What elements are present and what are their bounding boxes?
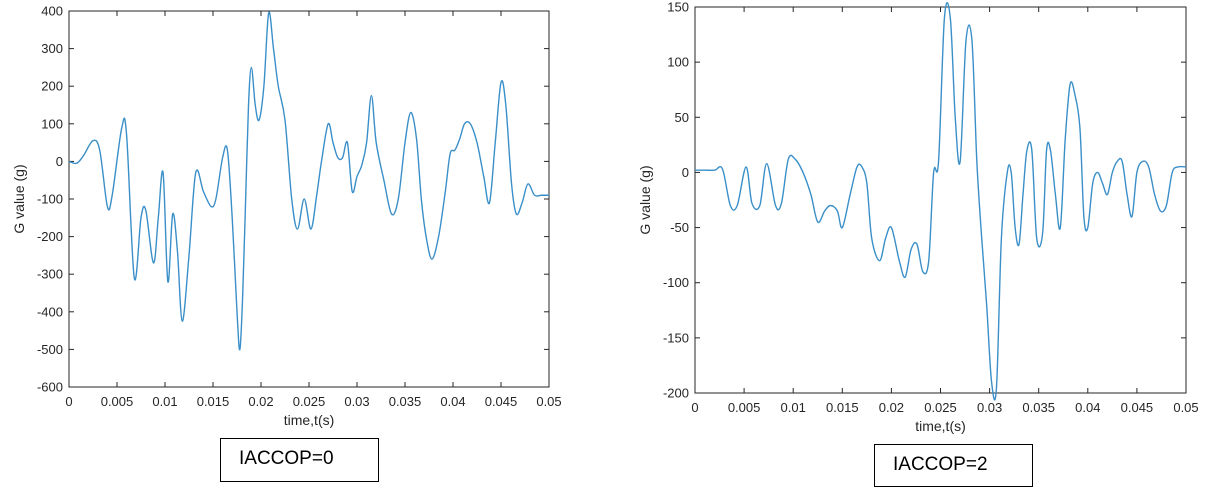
y-tick-label: -50 bbox=[670, 220, 689, 235]
x-tick-label: 0.01 bbox=[152, 394, 177, 409]
x-tick-label: 0.025 bbox=[293, 394, 326, 409]
y-axis-label: G value (g) bbox=[637, 165, 653, 234]
series-line bbox=[68, 11, 549, 351]
x-tick-label: 0.02 bbox=[248, 394, 273, 409]
y-axis-label: G value (g) bbox=[11, 164, 27, 233]
x-tick-labels: 0 0.005 0.01 0.015 0.02 0.025 0.03 0.035 0.04 0.0… bbox=[691, 400, 1198, 415]
y-tick-label: -500 bbox=[37, 342, 63, 357]
y-tick-label: -200 bbox=[663, 386, 689, 401]
y-tick-label: -100 bbox=[37, 192, 63, 207]
y-tick-labels: -600 -500 -400 -300 -200 -100 0 100 200 300 400 bbox=[37, 4, 63, 395]
x-tick-label: 0.01 bbox=[781, 400, 806, 415]
tick-marks bbox=[68, 10, 550, 388]
y-tick-label: -400 bbox=[37, 304, 63, 319]
y-tick-label: 400 bbox=[41, 4, 63, 19]
x-tick-label: 0.05 bbox=[536, 394, 561, 409]
x-tick-label: 0.04 bbox=[1075, 400, 1100, 415]
x-tick-label: 0.005 bbox=[728, 400, 761, 415]
x-tick-label: 0.045 bbox=[1121, 400, 1154, 415]
x-tick-label: 0.03 bbox=[344, 394, 369, 409]
x-tick-label: 0.025 bbox=[924, 400, 957, 415]
y-tick-label: 0 bbox=[56, 154, 63, 169]
x-tick-labels: 0 0.005 0.01 0.015 0.02 0.025 0.03 0.035 0.04 0.0… bbox=[65, 394, 561, 409]
tick-marks bbox=[694, 6, 1187, 394]
y-tick-label: 100 bbox=[41, 116, 63, 131]
x-tick-label: 0.02 bbox=[879, 400, 904, 415]
x-tick-label: 0.015 bbox=[197, 394, 230, 409]
y-tick-label: 200 bbox=[41, 79, 63, 94]
x-tick-label: 0.045 bbox=[485, 394, 518, 409]
chart-iaccop-2: -200 -150 -100 -50 0 50 100 150 0 0.005 0.01 0.015… bbox=[637, 0, 1199, 434]
y-tick-label: 150 bbox=[667, 0, 689, 15]
y-tick-label: 300 bbox=[41, 41, 63, 56]
y-tick-labels: -200 -150 -100 -50 0 50 100 150 bbox=[663, 0, 689, 401]
caption-iaccop-2: IACCOP=2 bbox=[874, 444, 1033, 487]
series-line bbox=[695, 2, 1187, 401]
x-tick-label: 0.035 bbox=[389, 394, 422, 409]
y-tick-label: -200 bbox=[37, 229, 63, 244]
caption-iaccop-0: IACCOP=0 bbox=[220, 438, 379, 482]
y-tick-label: -100 bbox=[663, 275, 689, 290]
y-tick-label: 100 bbox=[667, 55, 689, 70]
y-tick-label: 50 bbox=[675, 110, 689, 125]
y-tick-label: 0 bbox=[682, 165, 689, 180]
x-tick-label: 0.03 bbox=[977, 400, 1002, 415]
x-axis-label: time,t(s) bbox=[284, 412, 335, 428]
x-tick-label: 0 bbox=[691, 400, 698, 415]
x-tick-label: 0.015 bbox=[826, 400, 859, 415]
plot-area bbox=[68, 10, 550, 388]
plot-area bbox=[694, 6, 1187, 394]
x-tick-label: 0.035 bbox=[1022, 400, 1055, 415]
y-tick-label: -150 bbox=[663, 330, 689, 345]
x-tick-label: 0.05 bbox=[1173, 400, 1198, 415]
x-axis-label: time,t(s) bbox=[915, 418, 966, 434]
x-tick-label: 0.005 bbox=[101, 394, 134, 409]
y-tick-label: -600 bbox=[37, 380, 63, 395]
y-tick-label: -300 bbox=[37, 267, 63, 282]
x-tick-label: 0 bbox=[65, 394, 72, 409]
x-tick-label: 0.04 bbox=[440, 394, 465, 409]
